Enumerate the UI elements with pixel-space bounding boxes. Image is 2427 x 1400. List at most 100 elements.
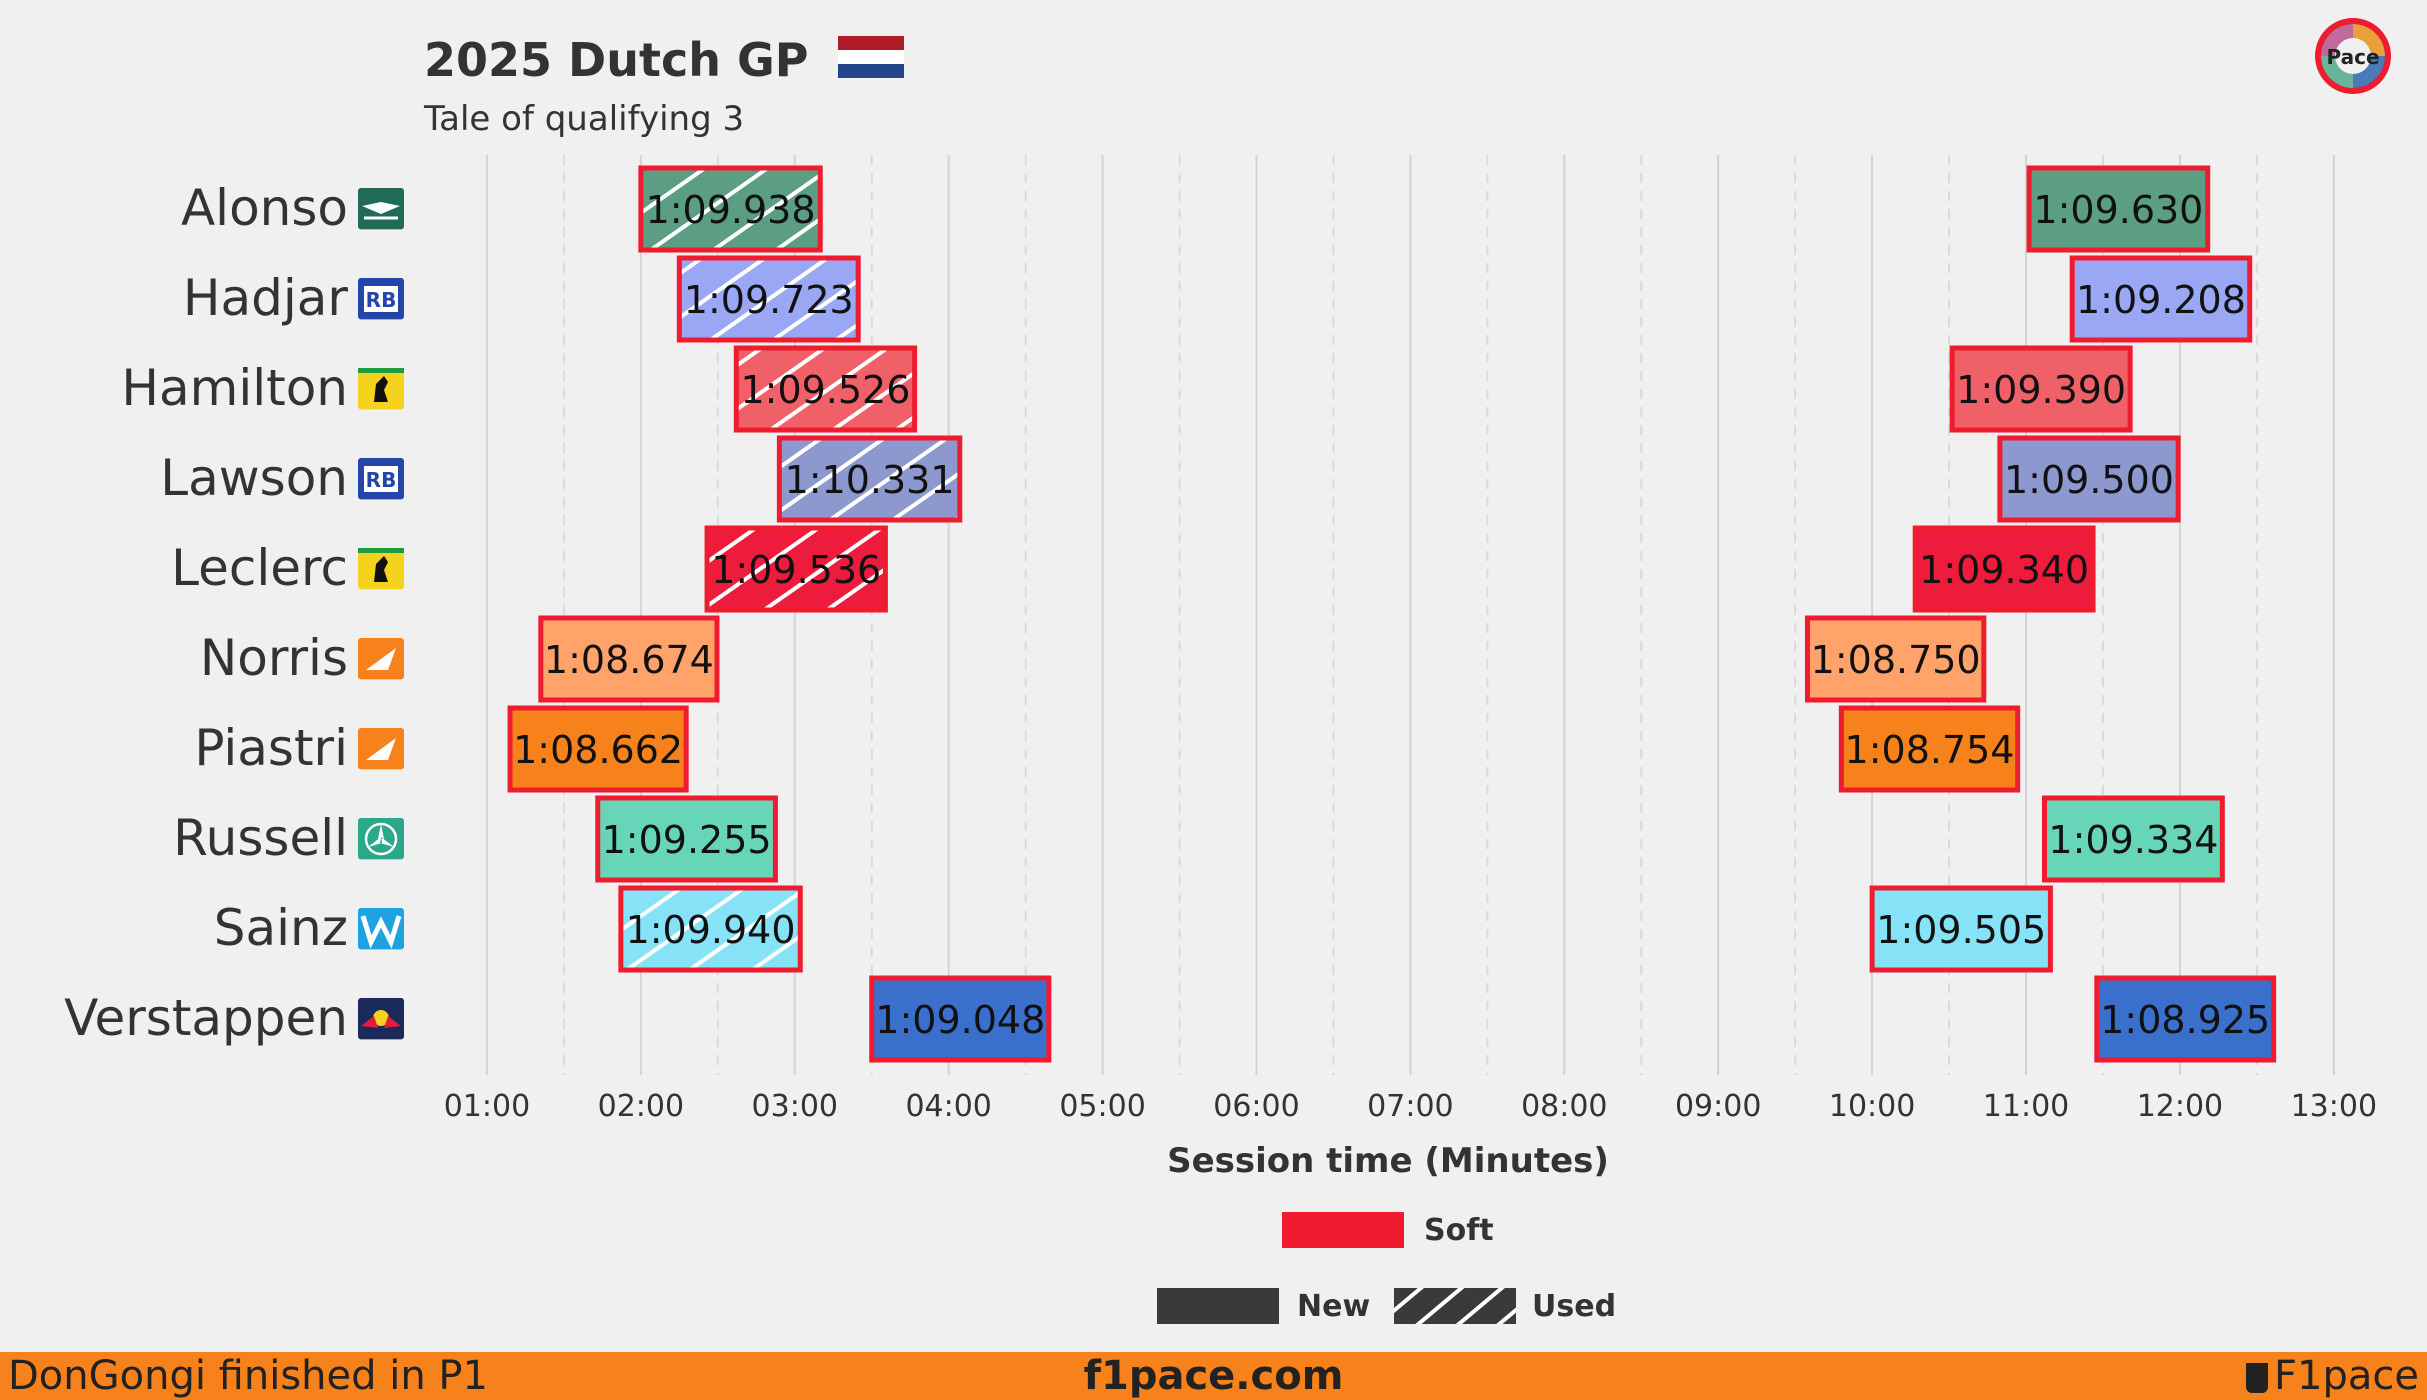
lap-time-label: 1:09.500 xyxy=(2004,458,2174,502)
x-tick-label: 04:00 xyxy=(905,1089,991,1124)
lap-bar-outline xyxy=(1949,345,2133,433)
lap-bar-hatch xyxy=(707,528,886,610)
x-tick-label: 02:00 xyxy=(598,1089,684,1124)
lap-bar-outline xyxy=(2041,795,2225,883)
lap-bar-outline xyxy=(776,435,963,523)
lap-bar-hatch xyxy=(736,348,915,430)
legend: Soft New Used xyxy=(1157,1212,1616,1324)
footer-brand[interactable]: F1pace xyxy=(2246,1352,2419,1400)
lap-bar: 1:09.940 xyxy=(618,885,803,973)
mercedes-icon xyxy=(358,818,404,860)
lap-bar-fill xyxy=(540,618,717,700)
svg-text:RB: RB xyxy=(366,288,397,312)
legend-new-label: New xyxy=(1297,1289,1370,1324)
lap-time-label: 1:10.331 xyxy=(785,458,955,502)
lap-bar-fill xyxy=(1999,438,2179,520)
lap-bar: 1:09.334 xyxy=(2041,795,2225,883)
lap-bar: 1:09.390 xyxy=(1949,345,2133,433)
lap-bar-hatch xyxy=(679,258,859,340)
lap-bar: 1:09.340 xyxy=(1912,525,2096,613)
lap-time-label: 1:09.526 xyxy=(740,368,910,412)
x-tick-label: 12:00 xyxy=(2137,1089,2223,1124)
x-axis: 01:00 02:00 03:00 04:00 05:00 06:00 07:00 08:00… xyxy=(444,1089,2377,1124)
lap-time-label: 1:09.334 xyxy=(2048,818,2218,862)
chart-title: 2025 Dutch GP xyxy=(424,33,808,87)
lap-bar-outline xyxy=(1869,885,2053,973)
lap-bar-outline xyxy=(2026,165,2211,253)
lap-bar-outline xyxy=(1804,615,1987,703)
lap-time-label: 1:09.255 xyxy=(602,818,772,862)
lap-time-label: 1:08.754 xyxy=(1845,728,2015,772)
x-tick-label: 07:00 xyxy=(1367,1089,1453,1124)
lap-bar-outline xyxy=(704,525,888,613)
lap-bar-fill xyxy=(1841,708,2018,790)
lap-bar: 1:08.662 xyxy=(507,705,689,793)
footer-brand-text: F1pace xyxy=(2274,1353,2419,1399)
lap-time-label: 1:09.723 xyxy=(684,278,854,322)
lap-bar-fill xyxy=(2096,978,2274,1060)
lap-bar-outline xyxy=(638,165,823,253)
lap-bar: 1:10.331 xyxy=(776,435,963,523)
driver-labels: Alonso Hadjar RB Hamilton Lawson RB Leclerc Nor… xyxy=(64,179,404,1047)
racing-bulls-icon: RB xyxy=(358,278,404,320)
lap-bar-fill xyxy=(2029,168,2208,250)
driver-label: Sainz xyxy=(214,899,348,957)
lap-bar-hatch xyxy=(779,438,960,520)
lap-bar-outline xyxy=(2094,975,2277,1063)
driver-label: Piastri xyxy=(194,719,348,777)
lap-bar: 1:09.938 xyxy=(638,165,823,253)
legend-new-swatch xyxy=(1157,1288,1279,1324)
lap-bar-outline xyxy=(2069,255,2253,343)
lap-bar-outline xyxy=(733,345,918,433)
lap-bar-outline xyxy=(869,975,1052,1063)
lap-bar: 1:09.208 xyxy=(2069,255,2253,343)
lap-bar-outline xyxy=(1997,435,2181,523)
lap-time-label: 1:09.208 xyxy=(2076,278,2246,322)
lap-bar-fill xyxy=(1807,618,1984,700)
lap-bar-hatch xyxy=(640,168,821,250)
svg-text:RB: RB xyxy=(366,468,397,492)
x-tick-label: 01:00 xyxy=(444,1089,530,1124)
lap-bar-outline xyxy=(676,255,861,343)
lap-time-label: 1:08.662 xyxy=(513,728,683,772)
lap-bar-fill xyxy=(2044,798,2223,880)
lap-bar-outline xyxy=(507,705,689,793)
driver-label: Russell xyxy=(173,809,348,867)
lap-bar-fill xyxy=(871,978,1049,1060)
pace-logo-text: Pace xyxy=(2326,45,2379,69)
ferrari-icon xyxy=(358,548,404,590)
driver-label: Alonso xyxy=(181,179,348,237)
x-tick-label: 13:00 xyxy=(2291,1089,2377,1124)
lap-bar-fill xyxy=(510,708,687,790)
ferrari-icon xyxy=(358,368,404,410)
driver-label: Norris xyxy=(200,629,348,687)
lap-bar: 1:09.723 xyxy=(676,255,861,343)
lap-bar-outline xyxy=(1838,705,2021,793)
footer-site-link[interactable]: f1pace.com xyxy=(1083,1353,1344,1399)
mclaren-icon xyxy=(358,638,404,680)
legend-used-swatch xyxy=(1394,1288,1516,1324)
bars: 1:09.938 1:09.630 1:09.723 1:09.208 1:09.526… xyxy=(507,165,2277,1063)
chart-subtitle: Tale of qualifying 3 xyxy=(423,99,744,139)
lap-time-label: 1:09.940 xyxy=(626,908,796,952)
lap-bar: 1:09.048 xyxy=(869,975,1052,1063)
lap-bar-outline xyxy=(618,885,803,973)
lap-bar-fill xyxy=(1915,528,2094,610)
lap-bar: 1:08.674 xyxy=(538,615,720,703)
driver-label: Hadjar xyxy=(183,269,349,327)
lap-bar: 1:09.536 xyxy=(704,525,888,613)
lap-time-label: 1:09.536 xyxy=(711,548,881,592)
lap-time-label: 1:09.048 xyxy=(875,998,1045,1042)
legend-soft-swatch xyxy=(1282,1212,1404,1248)
lap-time-label: 1:09.938 xyxy=(646,188,816,232)
footer: DonGongi finished in P1 f1pace.com F1pac… xyxy=(0,1352,2427,1400)
lap-bar-fill xyxy=(1872,888,2051,970)
lap-time-label: 1:09.390 xyxy=(1956,368,2126,412)
chart: 2025 Dutch GP Tale of qualifying 3 Pace … xyxy=(64,18,2391,1324)
driver-label: Lawson xyxy=(160,449,348,507)
lap-bar: 1:09.255 xyxy=(595,795,778,883)
aston-martin-icon xyxy=(358,188,404,230)
mclaren-icon xyxy=(358,728,404,770)
lap-bar: 1:09.500 xyxy=(1997,435,2181,523)
x-tick-label: 09:00 xyxy=(1675,1089,1761,1124)
